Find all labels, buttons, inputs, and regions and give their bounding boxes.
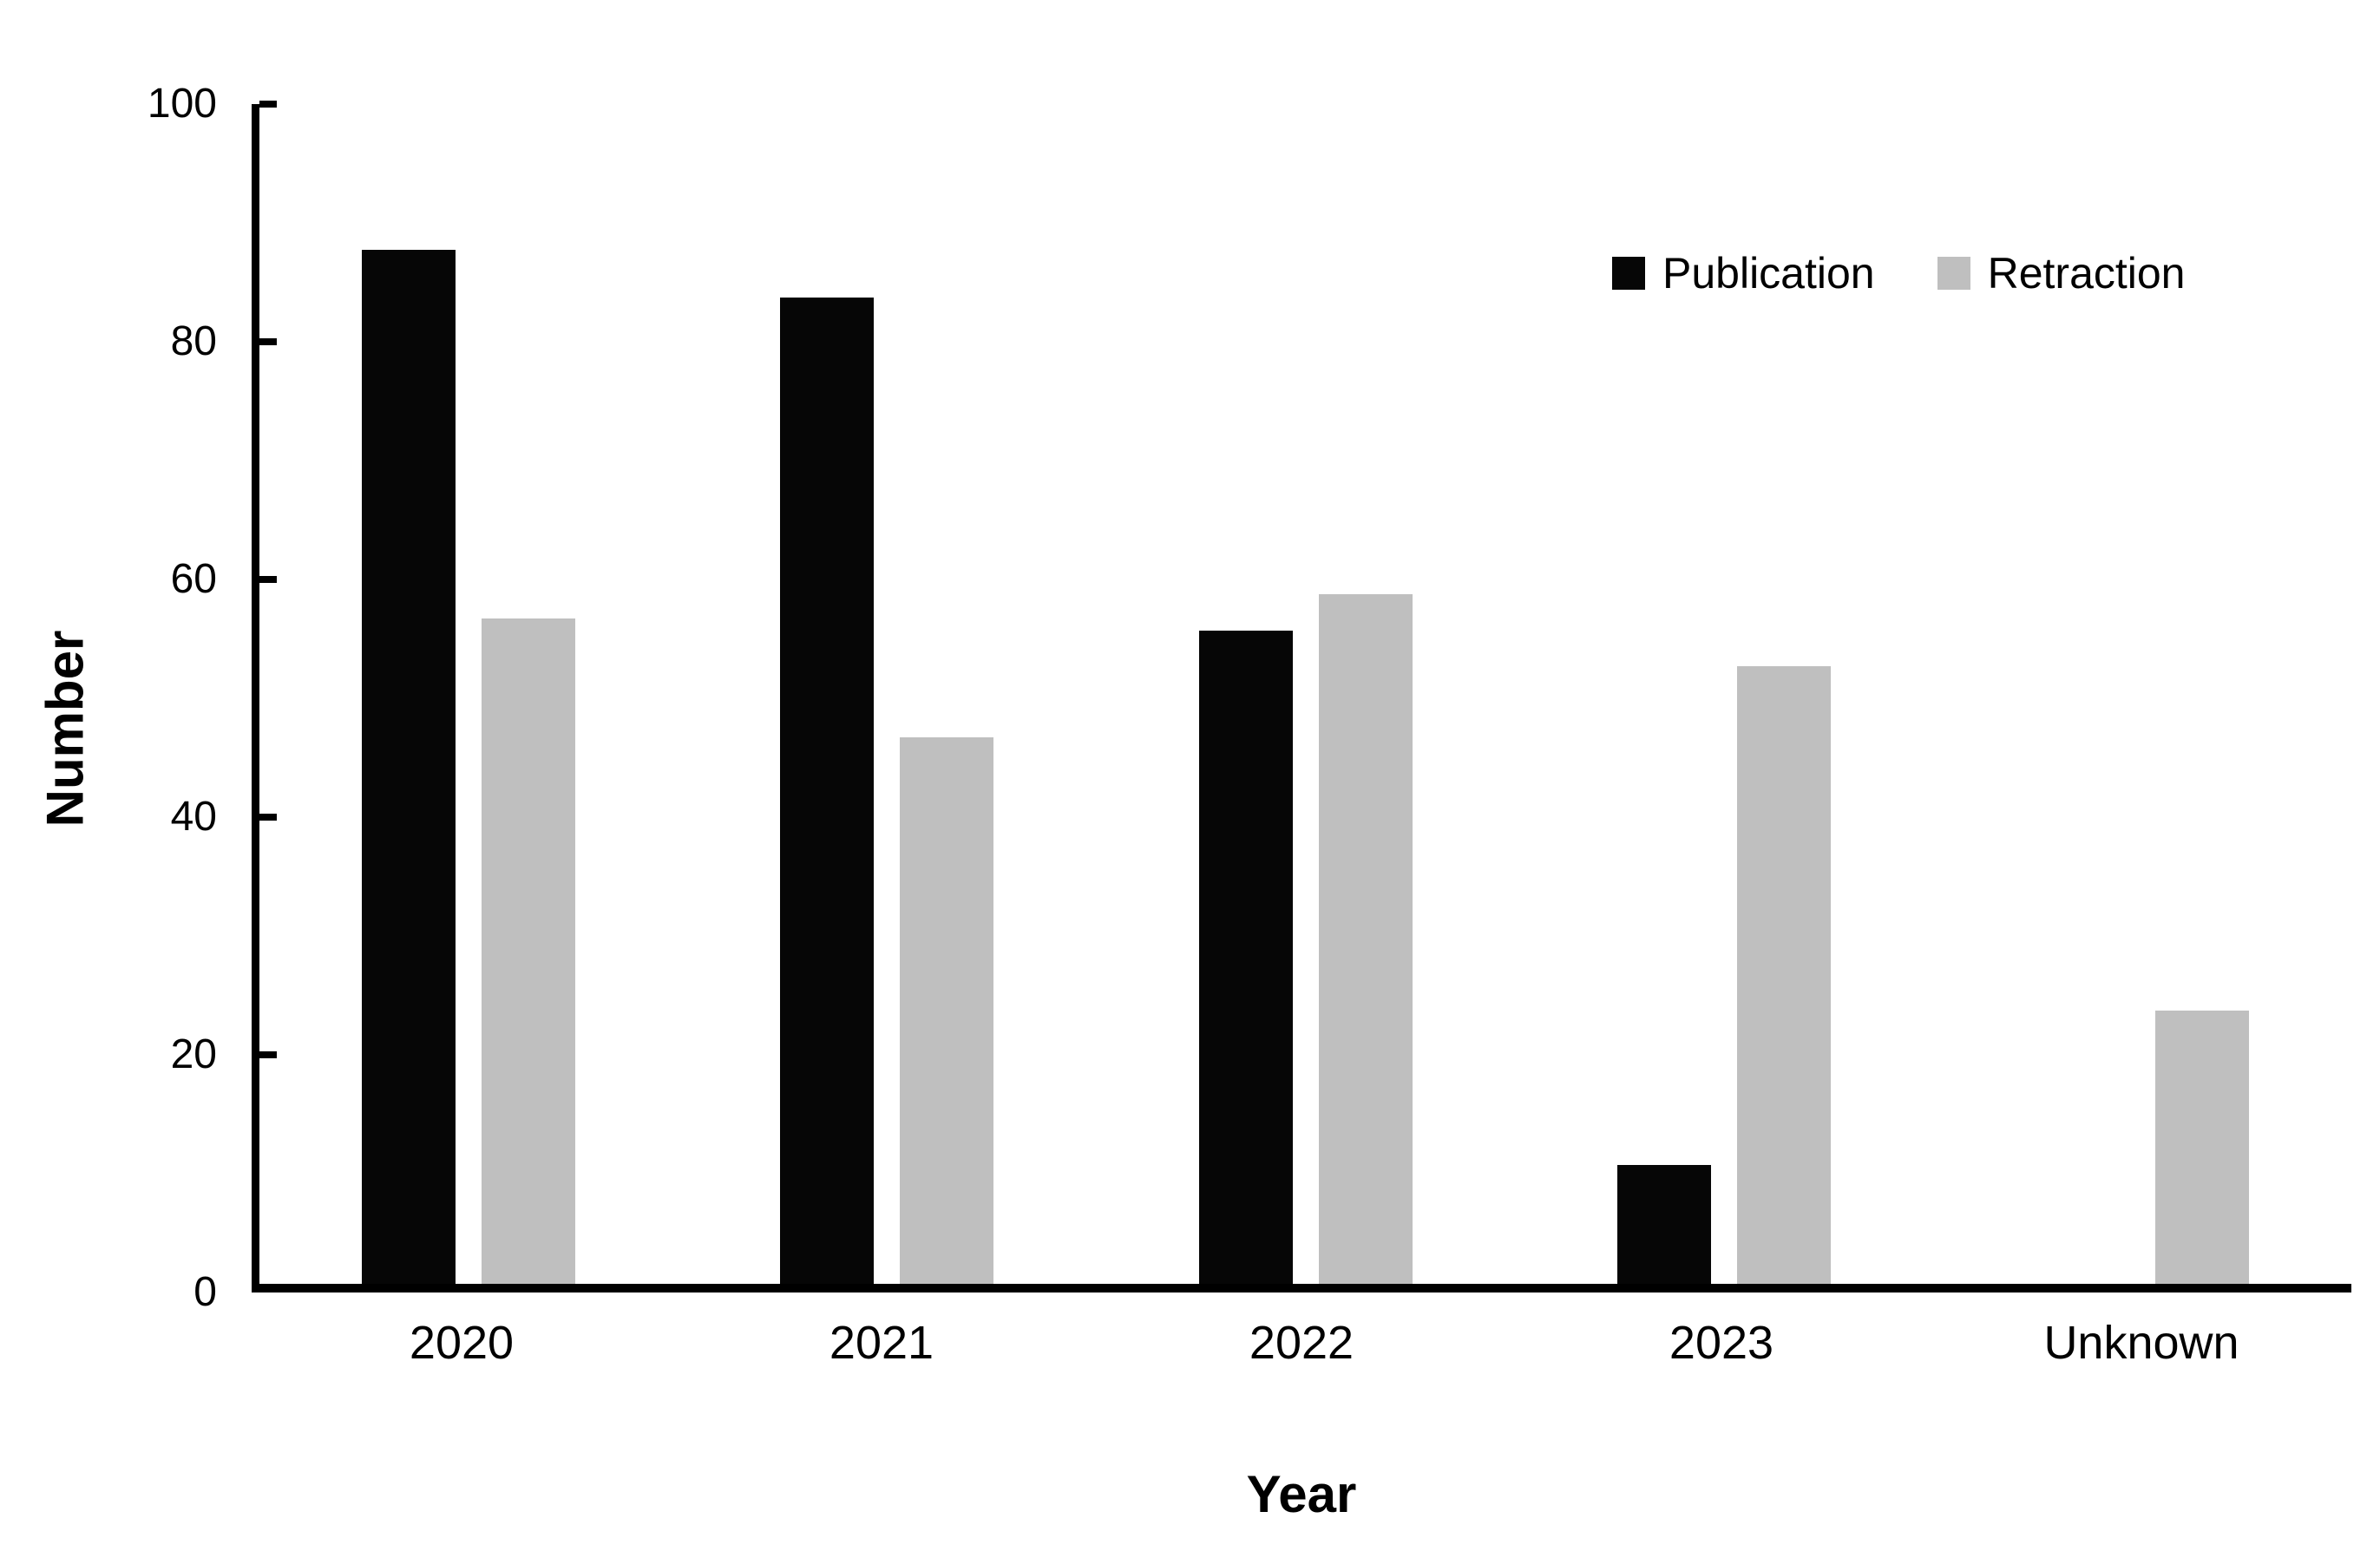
y-tick-label-60: 60 <box>170 556 217 602</box>
bar-groups <box>259 104 2351 1284</box>
publication-swatch-icon <box>1612 257 1645 290</box>
y-tick-40 <box>259 814 277 821</box>
x-tick-label-2022: 2022 <box>1249 1317 1354 1369</box>
retraction-bar-2020 <box>482 618 576 1284</box>
bar-group-2023 <box>1515 104 1933 1284</box>
legend-label-retraction: Retraction <box>1987 249 2186 298</box>
x-tick-label-2020: 2020 <box>409 1317 515 1369</box>
legend-label-publication: Publication <box>1662 249 1875 298</box>
retraction-bar-2021 <box>900 736 994 1284</box>
publication-bar-2021 <box>780 297 875 1284</box>
y-tick-20 <box>259 1051 277 1058</box>
y-tick-label-40: 40 <box>170 794 217 840</box>
legend: Publication Retraction <box>1612 252 2186 295</box>
y-tick-label-20: 20 <box>170 1031 217 1077</box>
retraction-swatch-icon <box>1937 257 1970 290</box>
y-tick-label-80: 80 <box>170 318 217 364</box>
y-tick-100 <box>259 101 277 108</box>
x-tick-label-unknown: Unknown <box>2043 1317 2239 1369</box>
bar-group-2021 <box>678 104 1096 1284</box>
legend-item-publication: Publication <box>1612 252 1875 295</box>
x-tick-label-2021: 2021 <box>829 1317 934 1369</box>
y-tick-60 <box>259 576 277 583</box>
retraction-bar-2022 <box>1318 594 1413 1284</box>
legend-item-retraction: Retraction <box>1937 252 2186 295</box>
x-tick-label-2023: 2023 <box>1669 1317 1774 1369</box>
publication-bar-2020 <box>362 250 456 1284</box>
bar-group-unknown <box>1933 104 2351 1284</box>
plot-area <box>252 101 2351 1292</box>
retraction-bar-unknown <box>2154 1010 2249 1284</box>
publication-bar-2022 <box>1198 630 1293 1284</box>
bar-group-2020 <box>259 104 678 1284</box>
publication-bar-2023 <box>1616 1165 1711 1284</box>
y-tick-80 <box>259 338 277 345</box>
bar-group-2022 <box>1096 104 1514 1284</box>
y-tick-label-100: 100 <box>147 81 217 127</box>
retraction-bar-2023 <box>1736 665 1831 1284</box>
x-axis-title: Year <box>1246 1465 1357 1523</box>
y-tick-label-0: 0 <box>193 1269 217 1315</box>
